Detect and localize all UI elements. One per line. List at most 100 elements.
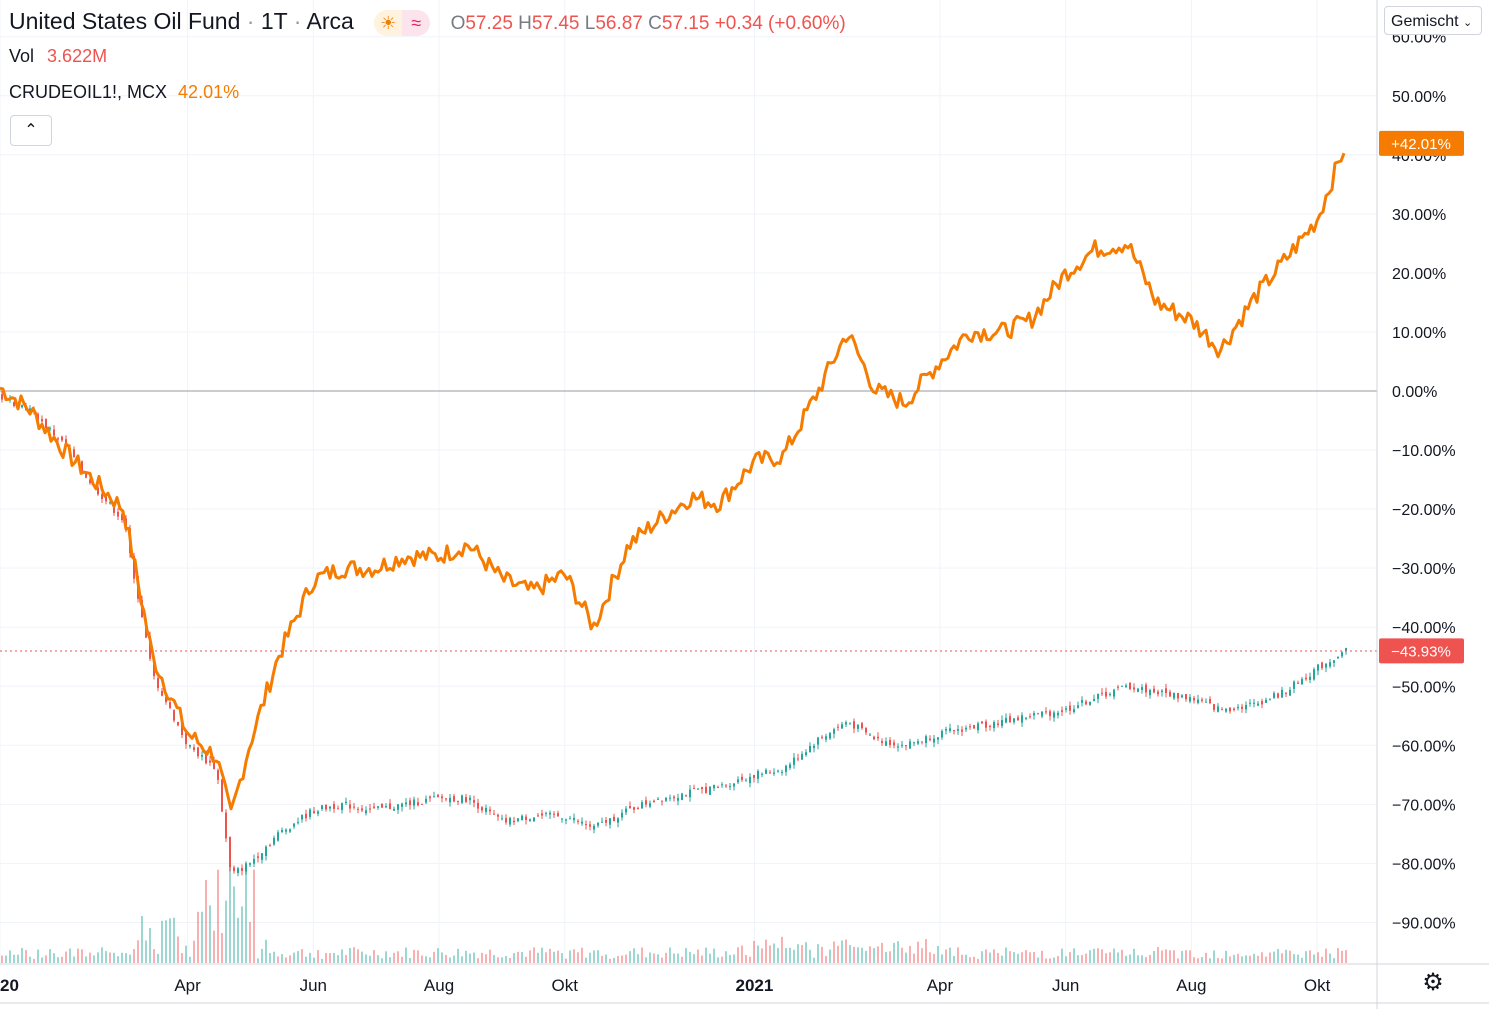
candle-body <box>377 806 379 808</box>
volume-bar <box>177 936 179 963</box>
candle-body <box>1325 663 1327 668</box>
volume-bar <box>277 956 279 963</box>
volume-bar <box>373 950 375 963</box>
volume-bar <box>1161 950 1163 963</box>
volume-bar <box>1241 956 1243 963</box>
volume-bar <box>761 948 763 963</box>
candle-body <box>333 804 335 809</box>
candle-body <box>1245 705 1247 710</box>
last-value-text: +42.01% <box>1391 136 1451 153</box>
candle-body <box>493 813 495 815</box>
interval-label[interactable]: 1T <box>260 8 288 34</box>
volume-bar <box>1009 951 1011 963</box>
candle-body <box>437 794 439 797</box>
candle-body <box>861 723 863 729</box>
candle-body <box>1153 688 1155 693</box>
volume-bar <box>1045 958 1047 963</box>
candle-body <box>1 394 3 400</box>
volume-bar <box>169 918 171 963</box>
volume-bar <box>393 952 395 963</box>
volume-bar <box>481 952 483 963</box>
volume-bar <box>1233 954 1235 963</box>
candle-body <box>645 800 647 805</box>
candle-body <box>701 787 703 790</box>
volume-bar <box>5 955 7 963</box>
candle-body <box>449 797 451 803</box>
symbol-name[interactable]: United States Oil Fund <box>9 8 241 34</box>
candle-body <box>749 776 751 784</box>
candle-body <box>797 758 799 760</box>
volume-bar <box>677 953 679 963</box>
volume-bar <box>401 956 403 963</box>
volume-bar <box>949 947 951 963</box>
market-open-icon[interactable]: ☀ <box>374 9 403 36</box>
volume-bar <box>673 953 675 963</box>
scale-mode-select[interactable]: Gemischt ⌄ <box>1384 6 1482 35</box>
candle-body <box>617 818 619 823</box>
candle-body <box>593 825 595 830</box>
volume-bar <box>57 957 59 963</box>
volume-bar <box>1173 950 1175 963</box>
collapse-legend-button[interactable]: ⌃ <box>10 115 52 146</box>
volume-bar <box>709 953 711 963</box>
candle-body <box>1149 690 1151 696</box>
volume-bar <box>973 956 975 963</box>
volume-bar <box>1297 954 1299 963</box>
candle-body <box>417 802 419 806</box>
volume-bar <box>925 939 927 963</box>
volume-bar <box>65 951 67 963</box>
candle-body <box>393 808 395 811</box>
volume-bar <box>205 880 207 963</box>
low-value: 56.87 <box>595 13 643 34</box>
volume-bar <box>785 948 787 963</box>
volume-bar <box>701 955 703 963</box>
volume-bar <box>113 952 115 963</box>
candle-body <box>1045 711 1047 713</box>
candle-body <box>1221 709 1223 711</box>
volume-bar <box>961 954 963 963</box>
volume-bar <box>221 933 223 963</box>
volume-bar <box>905 952 907 963</box>
volume-bar <box>789 947 791 963</box>
candle-body <box>597 823 599 826</box>
volume-bar <box>617 956 619 963</box>
candle-body <box>1165 688 1167 694</box>
candle-body <box>1257 703 1259 706</box>
candle-body <box>101 494 103 500</box>
candle-body <box>1109 693 1111 696</box>
volume-bar <box>217 869 219 963</box>
volume-bar <box>581 947 583 963</box>
volume-bar <box>997 952 999 963</box>
candle-body <box>1329 662 1331 667</box>
volume-bar <box>541 947 543 963</box>
compare-symbol[interactable]: CRUDEOIL1!, MCX <box>9 82 168 102</box>
delayed-data-icon[interactable]: ≈ <box>402 9 431 36</box>
volume-bar <box>1109 952 1111 963</box>
y-tick-label: −30.00% <box>1392 561 1456 578</box>
candle-body <box>965 727 967 730</box>
candle-body <box>821 736 823 738</box>
candle-body <box>921 741 923 743</box>
y-tick-label: 50.00% <box>1392 89 1446 106</box>
volume-bar <box>1305 951 1307 963</box>
volume-bar <box>381 958 383 963</box>
volume-bar <box>1193 957 1195 963</box>
volume-bar <box>705 947 707 963</box>
candle-body <box>589 824 591 827</box>
volume-bar <box>117 956 119 963</box>
candle-body <box>525 816 527 820</box>
volume-bar <box>485 954 487 963</box>
volume-bar <box>637 954 639 963</box>
volume-bar <box>293 952 295 963</box>
volume-bar <box>133 949 135 963</box>
volume-bar <box>821 946 823 963</box>
candle-body <box>969 726 971 728</box>
candle-body <box>1301 679 1303 685</box>
candle-body <box>541 813 543 816</box>
candle-body <box>357 808 359 810</box>
volume-bar <box>965 954 967 963</box>
last-value-badge <box>1379 130 1464 156</box>
gear-icon[interactable]: ⚙ <box>1422 969 1444 996</box>
y-tick-label: 30.00% <box>1392 207 1446 224</box>
